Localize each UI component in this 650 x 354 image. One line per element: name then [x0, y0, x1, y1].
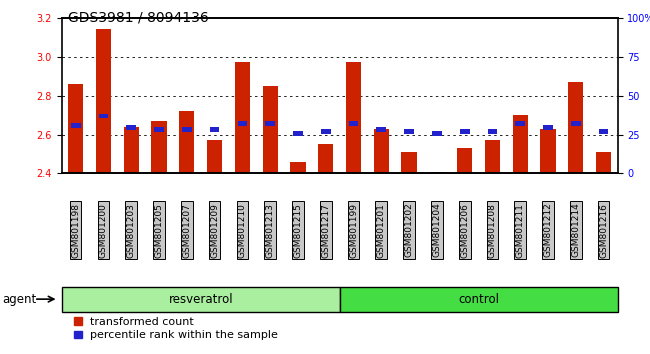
FancyBboxPatch shape [62, 287, 339, 312]
Text: GSM801201: GSM801201 [377, 202, 386, 258]
Bar [402, 152, 417, 173]
Bar [151, 121, 166, 173]
Bar [348, 121, 358, 126]
Bar [515, 121, 525, 126]
Bar [179, 111, 194, 173]
Text: GSM801209: GSM801209 [210, 202, 219, 258]
Bar [404, 129, 414, 134]
Legend: transformed count, percentile rank within the sample: transformed count, percentile rank withi… [74, 317, 278, 341]
Bar [460, 129, 469, 134]
Text: control: control [458, 293, 499, 306]
Text: GSM801202: GSM801202 [404, 203, 413, 257]
Text: GSM801211: GSM801211 [515, 202, 525, 258]
Bar [96, 29, 111, 173]
Bar [432, 131, 442, 136]
Text: GDS3981 / 8094136: GDS3981 / 8094136 [68, 11, 209, 25]
Bar [99, 114, 109, 119]
Bar [599, 129, 608, 134]
Bar [265, 121, 275, 126]
Bar [429, 172, 445, 173]
Text: GSM801216: GSM801216 [599, 202, 608, 258]
Bar [485, 141, 500, 173]
Bar [571, 121, 580, 126]
Bar [374, 129, 389, 173]
Text: GSM801200: GSM801200 [99, 202, 108, 258]
Bar [237, 121, 247, 126]
Text: GSM801210: GSM801210 [238, 202, 247, 258]
Text: GSM801199: GSM801199 [349, 202, 358, 258]
Bar [488, 129, 497, 134]
Bar [513, 115, 528, 173]
Bar [126, 125, 136, 130]
Text: resveratrol: resveratrol [168, 293, 233, 306]
Bar [154, 127, 164, 132]
Bar [210, 127, 220, 132]
Text: GSM801207: GSM801207 [182, 202, 191, 258]
Bar [376, 127, 386, 132]
Bar [568, 82, 584, 173]
Bar [235, 62, 250, 173]
Text: GSM801215: GSM801215 [293, 202, 302, 258]
Bar [540, 129, 556, 173]
Text: GSM801203: GSM801203 [127, 202, 136, 258]
Text: GSM801213: GSM801213 [266, 202, 275, 258]
Text: agent: agent [3, 293, 37, 306]
Text: GSM801206: GSM801206 [460, 202, 469, 258]
Bar [596, 152, 611, 173]
Text: GSM801214: GSM801214 [571, 203, 580, 257]
Bar [321, 129, 331, 134]
Text: GSM801212: GSM801212 [543, 203, 552, 257]
Bar [457, 148, 473, 173]
Bar [318, 144, 333, 173]
Bar [124, 127, 139, 173]
Bar [207, 141, 222, 173]
Text: GSM801205: GSM801205 [155, 202, 164, 258]
FancyBboxPatch shape [339, 287, 618, 312]
Bar [263, 86, 278, 173]
Bar [71, 123, 81, 128]
Bar [293, 131, 303, 136]
Bar [68, 84, 83, 173]
Bar [182, 127, 192, 132]
Text: GSM801217: GSM801217 [321, 202, 330, 258]
Bar [543, 125, 553, 130]
Text: GSM801208: GSM801208 [488, 202, 497, 258]
Text: GSM801204: GSM801204 [432, 203, 441, 257]
Bar [291, 162, 306, 173]
Bar [346, 62, 361, 173]
Text: GSM801198: GSM801198 [71, 202, 80, 258]
